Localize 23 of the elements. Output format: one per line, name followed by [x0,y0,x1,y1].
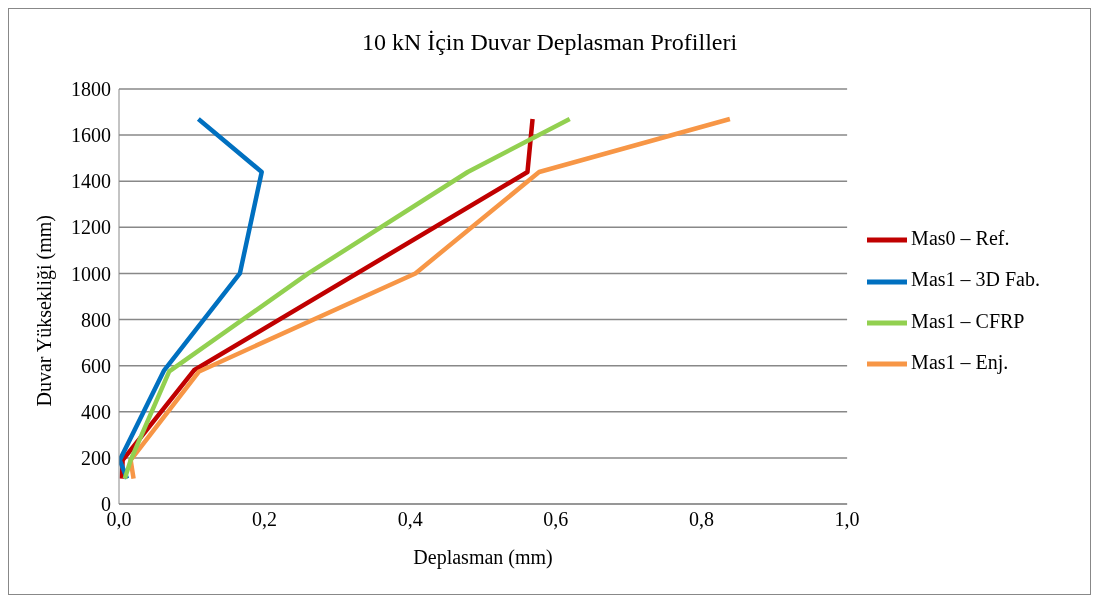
y-tick-label: 200 [81,446,111,469]
chart-title: 10 kN İçin Duvar Deplasman Profilleri [360,29,739,56]
x-tick-label: 0,6 [543,508,569,531]
y-tick-label: 800 [81,308,111,331]
y-axis-title: Duvar Yüksekliği (mm) [33,215,57,407]
legend-label: Mas0 – Ref. [911,226,1010,249]
x-tick-label: 1,0 [834,508,860,531]
x-axis-title: Deplasman (mm) [413,546,553,569]
y-tick-label: 1400 [71,170,111,193]
legend-label: Mas1 – CFRP [911,309,1025,332]
x-tick-label: 0,2 [252,508,278,531]
y-tick-label: 400 [81,400,111,423]
line-series [119,116,264,481]
y-tick-label: 1800 [71,78,111,101]
line-series [128,116,733,481]
y-tick-label: 1000 [71,262,111,285]
x-tick-label: 0,4 [397,508,423,531]
x-tick-label: 0,8 [688,508,714,531]
y-tick-label: 600 [81,354,111,377]
legend-label: Mas1 – 3D Fab. [911,268,1040,291]
legend-label: Mas1 – Enj. [911,350,1009,373]
y-tick-label: 1200 [71,216,111,239]
y-tick-label: 1600 [71,124,111,147]
